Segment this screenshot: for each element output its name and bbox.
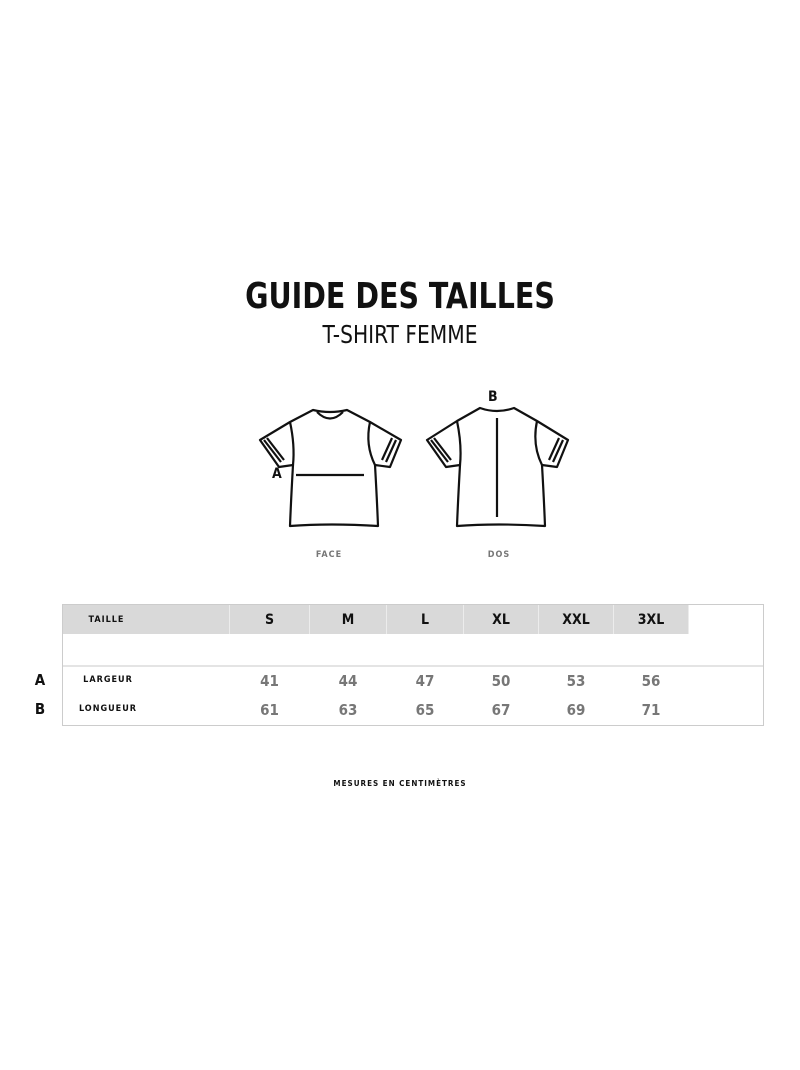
size-header: L (387, 605, 464, 634)
size-header: XXL (539, 605, 614, 634)
table-cell: 69 (566, 701, 586, 719)
size-header: XL (464, 605, 539, 634)
tshirt-back-diagram (425, 406, 570, 528)
units-note: MESURES EN CENTIMÈTRES (333, 779, 467, 788)
header-spacer (150, 605, 230, 634)
row-letter: B (34, 700, 46, 718)
table-cell: 71 (641, 701, 661, 719)
table-cell: 47 (415, 672, 435, 690)
size-header: S (230, 605, 310, 634)
size-header: 3XL (614, 605, 689, 634)
back-label: DOS (487, 550, 511, 560)
table-cell: 56 (641, 672, 661, 690)
front-label: FACE (315, 550, 343, 560)
page-title: GUIDE DES TAILLES (245, 276, 555, 317)
table-cell: 41 (260, 672, 279, 690)
table-cell: 61 (260, 701, 279, 719)
size-header: M (310, 605, 387, 634)
table-cell: 67 (491, 701, 511, 719)
table-cell: 63 (338, 701, 358, 719)
table-cell: 50 (491, 672, 511, 690)
row-label: LARGEUR (83, 675, 133, 685)
row-label: LONGUEUR (78, 704, 138, 714)
marker-a: A (272, 466, 282, 482)
marker-b: B (488, 389, 498, 405)
table-cell: 53 (566, 672, 586, 690)
row-letter: A (34, 671, 46, 689)
row-divider (63, 665, 763, 667)
page-subtitle: T-SHIRT FEMME (322, 320, 478, 349)
table-cell: 44 (338, 672, 358, 690)
tshirt-front-diagram (258, 408, 403, 528)
size-header-label: TAILLE (63, 605, 151, 634)
table-cell: 65 (415, 701, 435, 719)
size-table: TAILLE S M L XL XXL 3XL LARGEUR 41 44 47… (62, 604, 764, 726)
